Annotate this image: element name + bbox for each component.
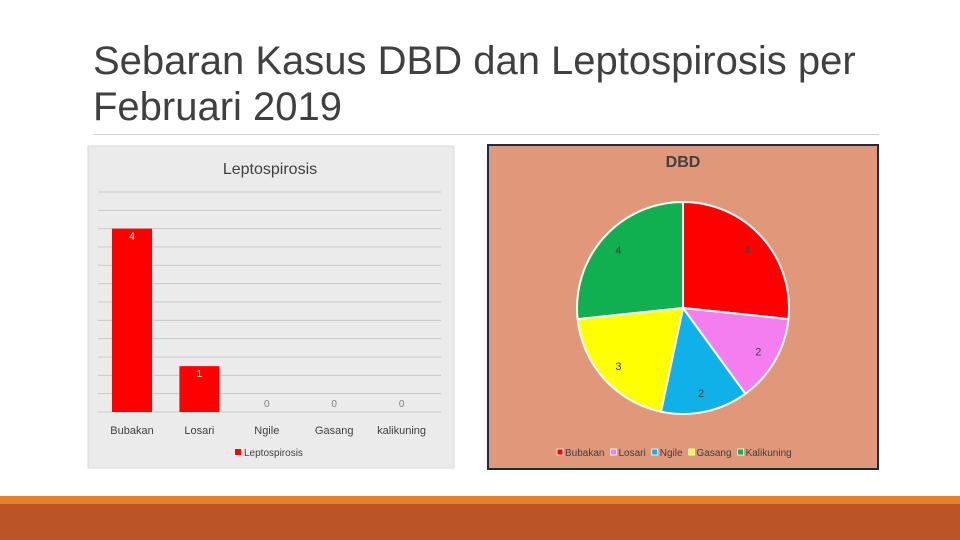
- pie-legend-label: Gasang: [697, 448, 732, 459]
- footer-bar: [0, 504, 960, 540]
- bar-value-label: 4: [129, 232, 135, 243]
- bar-value-label: 0: [331, 399, 337, 410]
- pie-slice-kalikuning: [576, 200, 684, 321]
- bar-tick-labels: Bubakan Losari Ngile Gasang kalikuning: [110, 425, 426, 437]
- bar-legend-swatch: [235, 449, 241, 455]
- bar-losari: [179, 366, 220, 412]
- pie-slice-losari: [680, 306, 790, 396]
- bar-tick-label: Bubakan: [110, 425, 153, 437]
- bar-chart-title: Leptospirosis: [223, 161, 317, 178]
- pie-slice-ngile: [659, 305, 747, 415]
- slide-title: Sebaran Kasus DBD dan Leptospirosis per …: [93, 39, 856, 129]
- pie-value-label: 4: [615, 245, 621, 257]
- pie-legend-item: Bubakan: [556, 448, 604, 459]
- bar-bubakan: [112, 228, 152, 412]
- pie-legend-label: Ngile: [660, 448, 683, 459]
- bar-tick-label: Gasang: [315, 425, 354, 437]
- pie-legend: Bubakan Losari Ngile Gasang Kalikuning: [556, 448, 792, 459]
- footer-accent-stripe: [0, 496, 960, 504]
- pie-value-label: 2: [755, 346, 761, 358]
- bar-legend-label: Leptospirosis: [244, 448, 303, 459]
- bar-chart: Leptospirosis 4 1 0 0 0 Bubakan Losari Ngile Ga…: [87, 145, 455, 469]
- bar-legend: Leptospirosis: [235, 448, 303, 459]
- pie-legend-label: Kalikuning: [746, 448, 792, 459]
- pie-value-label: 3: [615, 361, 621, 373]
- pie-slice-gasang: [576, 306, 685, 413]
- pie-chart: DBD 4 2 2 3 4 Bubakan Losari Ngile Gasang Kaliku…: [487, 144, 879, 470]
- bar-tick-label: kalikuning: [377, 425, 426, 437]
- bar-value-label: 1: [197, 369, 203, 380]
- pie-legend-item: Ngile: [651, 448, 683, 459]
- pie-legend-swatch: [610, 448, 617, 456]
- pie-legend-item: Losari: [610, 448, 646, 459]
- pie-legend-item: Gasang: [688, 448, 732, 459]
- pie-legend-swatch: [556, 448, 564, 456]
- bar-gridlines: [98, 191, 441, 413]
- title-divider: [93, 134, 879, 135]
- pie-legend-swatch: [737, 448, 744, 456]
- bar-marks: [112, 228, 220, 412]
- pie-legend-swatch: [688, 448, 695, 456]
- pie-value-label: 2: [698, 388, 704, 400]
- pie-legend-label: Bubakan: [565, 448, 604, 459]
- bar-tick-label: Ngile: [254, 425, 279, 437]
- pie-slices: [576, 200, 790, 415]
- pie-legend-swatch: [651, 448, 659, 456]
- pie-legend-item: Kalikuning: [737, 448, 792, 459]
- pie-legend-label: Losari: [618, 448, 645, 459]
- bar-value-label: 0: [264, 399, 270, 410]
- pie-chart-title: DBD: [666, 154, 701, 171]
- pie-value-label: 4: [745, 245, 751, 257]
- bar-value-label: 0: [399, 399, 405, 410]
- bar-value-labels: 4 1 0 0 0: [129, 232, 405, 410]
- pie-value-labels: 4 2 2 3 4: [615, 245, 761, 400]
- bar-tick-label: Losari: [184, 425, 214, 437]
- pie-slice-bubakan: [682, 200, 790, 321]
